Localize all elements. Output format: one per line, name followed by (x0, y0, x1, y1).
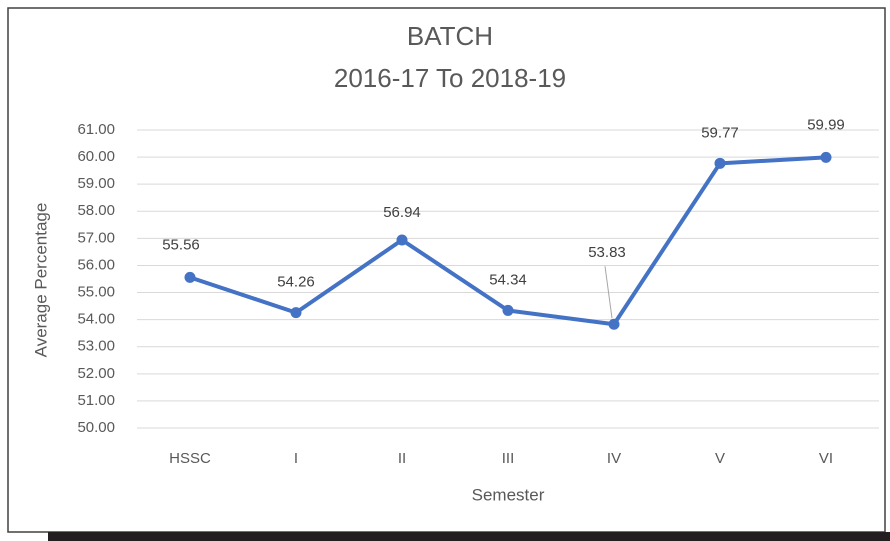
data-label: 59.77 (701, 124, 739, 141)
data-label: 59.99 (807, 116, 845, 133)
chart-title: BATCH (407, 21, 493, 51)
data-point (608, 318, 620, 330)
data-label: 55.56 (162, 236, 200, 253)
data-label: 54.34 (489, 271, 527, 288)
chart-subtitle: 2016-17 To 2018-19 (334, 63, 566, 93)
x-tick-label: VI (819, 450, 833, 467)
x-axis-label: Semester (472, 485, 545, 504)
y-tick-label: 56.00 (77, 256, 115, 273)
x-tick-label: V (715, 450, 725, 467)
y-tick-label: 57.00 (77, 229, 115, 246)
y-tick-label: 53.00 (77, 338, 115, 355)
data-point (290, 307, 302, 319)
y-tick-label: 54.00 (77, 311, 115, 328)
data-point (714, 157, 726, 169)
y-tick-label: 58.00 (77, 202, 115, 219)
x-tick-label: IV (607, 450, 621, 467)
x-tick-label: HSSC (169, 450, 211, 467)
y-tick-label: 59.00 (77, 175, 115, 192)
x-tick-label: II (398, 450, 406, 467)
y-tick-label: 61.00 (77, 121, 115, 138)
x-tick-label: III (502, 450, 515, 467)
data-point (396, 234, 408, 246)
data-label: 53.83 (588, 244, 626, 261)
y-tick-label: 50.00 (77, 419, 115, 436)
y-tick-label: 52.00 (77, 365, 115, 382)
x-tick-label: I (294, 450, 298, 467)
data-label: 54.26 (277, 274, 315, 291)
leader-line (604, 266, 613, 319)
y-tick-label: 55.00 (77, 284, 115, 301)
y-tick-label: 51.00 (77, 392, 115, 409)
data-point (820, 151, 832, 163)
bottom-bar (48, 532, 890, 541)
y-tick-label: 60.00 (77, 148, 115, 165)
data-label: 56.94 (383, 204, 421, 221)
data-point (502, 304, 514, 316)
y-axis-label: Average Percentage (31, 203, 50, 358)
data-point (184, 271, 196, 283)
